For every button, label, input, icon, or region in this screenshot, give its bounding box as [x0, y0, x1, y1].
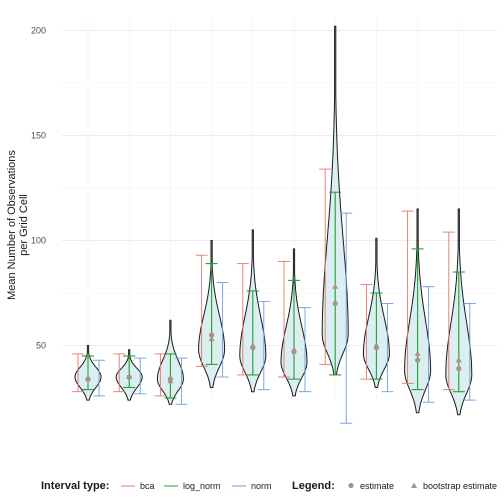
bootstrap-estimate-point-9 [414, 350, 421, 356]
estimate-point-5 [250, 345, 256, 351]
legend-interval-items: bca log_norm norm [121, 481, 272, 491]
legend-circle-label: estimate [360, 481, 394, 491]
estimate-point-1 [85, 376, 91, 382]
y-axis: 50 100 150 200 [31, 26, 46, 351]
y-axis-title-line-2: per Grid Cell [18, 194, 30, 256]
estimate-point-4 [209, 332, 215, 338]
y-tick-label: 150 [31, 131, 46, 141]
y-tick-label: 200 [31, 26, 46, 36]
estimate-point-2 [126, 374, 132, 380]
estimate-point-9 [415, 357, 421, 363]
estimate-point-3 [167, 376, 173, 382]
bootstrap-estimate-point-4 [208, 336, 215, 342]
interval-bars [72, 168, 476, 424]
estimate-points [85, 283, 462, 384]
legend-interval-title: Interval type: [41, 480, 109, 492]
legend-estimate-marker [348, 482, 354, 489]
legend-bca-label: bca [140, 481, 155, 491]
legend-triangle-label: bootstrap estimate [423, 481, 497, 491]
y-axis-title-line-1: Mean Number of Observations [6, 150, 18, 300]
bootstrap-estimate-point-7 [332, 283, 339, 289]
estimate-point-6 [291, 349, 297, 355]
y-tick-label: 50 [36, 341, 46, 351]
legend-marker-title: Legend: [292, 480, 335, 492]
estimate-point-10 [456, 366, 462, 372]
y-tick-label: 100 [31, 236, 46, 246]
legend: Interval type: bca log_norm norm Legend: e… [41, 480, 497, 492]
legend-bootstrap-marker [411, 482, 417, 488]
legend-log_norm-label: log_norm [183, 481, 221, 491]
bootstrap-estimate-point-10 [455, 357, 462, 363]
legend-marker-items: estimate bootstrap estimate [348, 481, 497, 491]
estimate-point-8 [373, 345, 379, 351]
legend-norm-label: norm [251, 481, 272, 491]
grid-lines [62, 18, 497, 400]
estimate-point-7 [332, 300, 338, 307]
